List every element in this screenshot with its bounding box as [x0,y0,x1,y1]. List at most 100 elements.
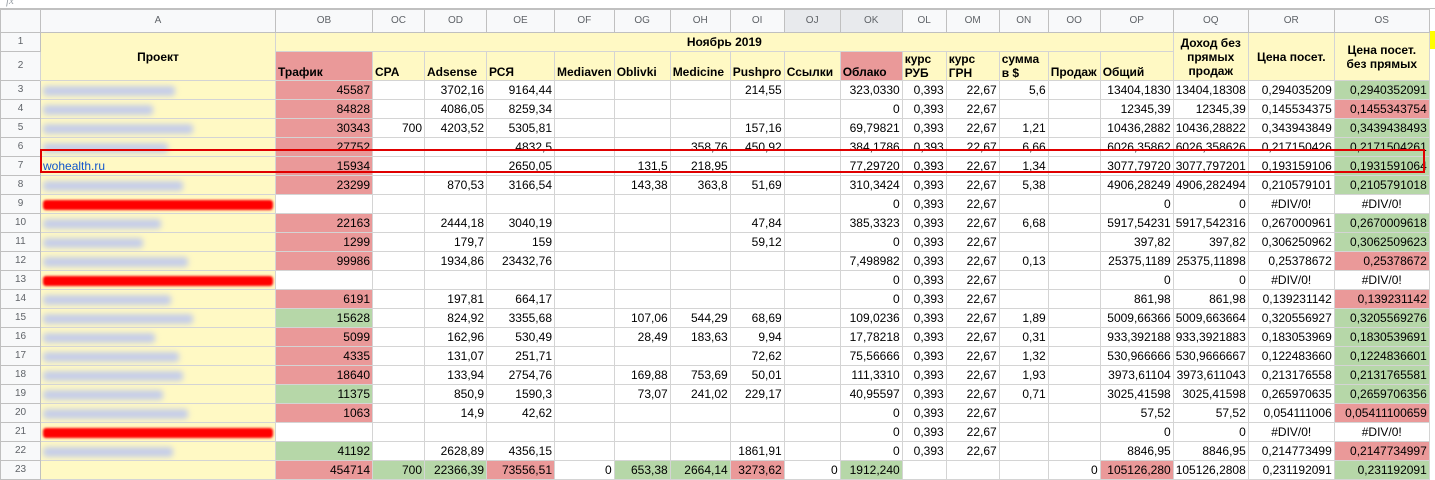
cell[interactable]: 22,67 [945,270,1000,290]
cell[interactable]: 753,69 [669,365,731,385]
column-header-on[interactable]: ON [998,9,1049,33]
project-link[interactable]: wohealth.ru [43,159,106,173]
cell[interactable]: 6026,35862 [1099,137,1174,157]
project-cell[interactable] [40,80,276,100]
cell[interactable]: 5,6 [998,80,1049,100]
cell[interactable]: 179,7 [424,232,487,252]
cell[interactable]: 0 [839,422,903,442]
cell[interactable]: 51,69 [729,175,785,195]
cell[interactable] [372,175,425,195]
row-header[interactable]: 2 [0,51,41,81]
cell[interactable]: 22,67 [945,384,1000,404]
cell[interactable]: 0,1455343754 [1333,99,1430,119]
cell[interactable]: 0,1830539691 [1333,327,1430,347]
cell[interactable]: 653,38 [613,460,671,480]
cell[interactable]: 133,94 [424,365,487,385]
cell[interactable]: 530,966666 [1099,346,1174,366]
cell[interactable]: 0,393 [901,422,947,442]
cell[interactable] [1047,194,1101,214]
cell[interactable]: 9164,44 [486,80,555,100]
header-month[interactable]: Ноябрь 2019 [275,32,1174,52]
cell[interactable]: 0,393 [901,213,947,233]
cell[interactable]: 5009,66366 [1099,308,1174,328]
cell[interactable] [554,441,615,461]
cell[interactable] [783,308,841,328]
cell[interactable]: 310,3424 [839,175,903,195]
header-col-6[interactable]: Medicine [669,51,731,81]
cell[interactable]: 22,67 [945,175,1000,195]
cell[interactable] [1047,346,1101,366]
cell[interactable] [783,175,841,195]
cell[interactable] [783,80,841,100]
column-header-or[interactable]: OR [1247,9,1335,33]
project-cell[interactable] [40,460,276,480]
cell[interactable] [275,194,373,214]
project-cell[interactable] [40,289,276,309]
cell[interactable]: 22,67 [945,441,1000,461]
cell[interactable] [554,99,615,119]
cell[interactable] [372,289,425,309]
cell[interactable]: 18640 [275,365,373,385]
cell[interactable]: 933,3921883 [1172,327,1249,347]
cell[interactable]: 22,67 [945,118,1000,138]
cell[interactable]: 385,3323 [839,213,903,233]
header-price-visit[interactable]: Цена посет. [1247,32,1335,81]
cell[interactable]: 1912,240 [839,460,903,480]
column-header-oh[interactable]: OH [669,9,731,33]
cell[interactable]: 22366,39 [424,460,487,480]
cell[interactable] [783,365,841,385]
cell[interactable]: 0 [783,460,841,480]
cell[interactable]: 111,3310 [839,365,903,385]
cell[interactable]: 3040,19 [486,213,555,233]
column-header-om[interactable]: OM [945,9,1000,33]
cell[interactable]: #DIV/0! [1333,422,1430,442]
header-col-14[interactable]: Общий [1099,51,1174,81]
cell[interactable]: 22,67 [945,403,1000,423]
cell[interactable]: 197,81 [424,289,487,309]
cell[interactable]: 1299 [275,232,373,252]
column-header-of[interactable]: OF [554,9,615,33]
cell[interactable] [998,270,1049,290]
cell[interactable]: 15934 [275,156,373,176]
cell[interactable]: 0,2940352091 [1333,80,1430,100]
project-cell[interactable] [40,441,276,461]
cell[interactable]: 3273,62 [729,460,785,480]
cell[interactable] [613,251,671,271]
cell[interactable]: 0,393 [901,346,947,366]
project-cell[interactable] [40,365,276,385]
row-header[interactable]: 23 [0,460,41,480]
cell[interactable] [554,118,615,138]
corner-select-all[interactable] [0,9,41,33]
cell[interactable] [424,137,487,157]
cell[interactable]: 0 [554,460,615,480]
cell[interactable] [669,232,731,252]
cell[interactable]: 0 [1047,460,1101,480]
header-col-3[interactable]: РСЯ [486,51,555,81]
cell[interactable] [554,403,615,423]
cell[interactable] [998,289,1049,309]
cell[interactable] [554,346,615,366]
cell[interactable]: 0,393 [901,365,947,385]
cell[interactable] [669,80,731,100]
cell[interactable] [1047,270,1101,290]
cell[interactable]: 22,67 [945,327,1000,347]
cell[interactable]: 105126,280 [1099,460,1174,480]
cell[interactable] [613,403,671,423]
cell[interactable] [1047,422,1101,442]
cell[interactable] [669,118,731,138]
column-header-oe[interactable]: OE [486,9,555,33]
cell[interactable]: #DIV/0! [1247,194,1335,214]
cell[interactable]: 0,231192091 [1333,460,1430,480]
cell[interactable]: 384,1786 [839,137,903,157]
cell[interactable]: 45587 [275,80,373,100]
cell[interactable]: 23432,76 [486,251,555,271]
cell[interactable]: 3025,41598 [1172,384,1249,404]
column-header-a[interactable]: A [40,9,276,33]
cell[interactable]: 0,393 [901,441,947,461]
cell[interactable] [669,213,731,233]
column-header-ol[interactable]: OL [901,9,947,33]
cell[interactable]: 6,68 [998,213,1049,233]
header-col-10[interactable]: курс РУБ [901,51,947,81]
cell[interactable] [372,403,425,423]
